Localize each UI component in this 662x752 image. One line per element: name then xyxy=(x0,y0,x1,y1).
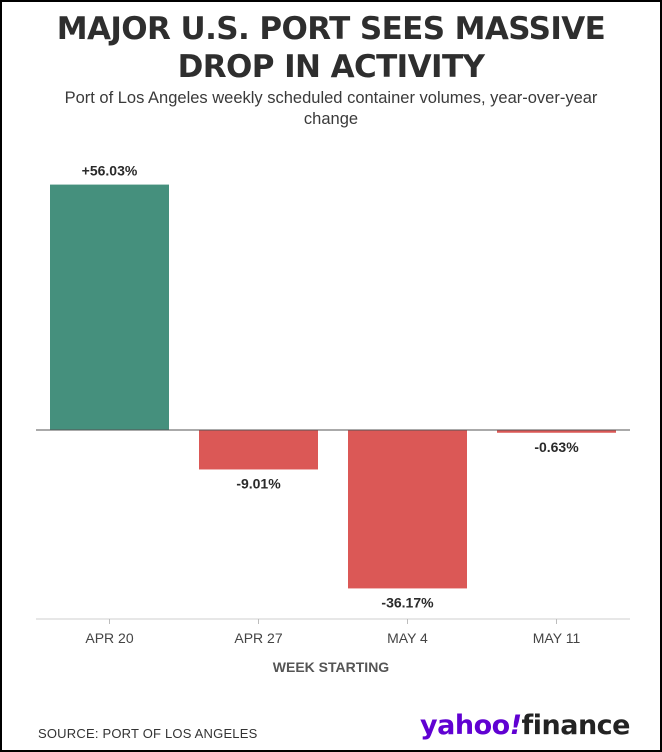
chart-title: MAJOR U.S. PORT SEES MASSIVE DROP IN ACT… xyxy=(2,10,660,86)
tick-label-may-11: MAY 11 xyxy=(533,630,581,646)
x-axis-ticks: APR 20 APR 27 MAY 4 MAY 11 xyxy=(85,619,580,646)
data-labels-group: +56.03% -9.01% -36.17% -0.63% xyxy=(82,163,580,611)
chart-title-line-2: DROP IN ACTIVITY xyxy=(177,49,485,85)
tick-label-apr-20: APR 20 xyxy=(85,630,133,646)
tick-label-apr-27: APR 27 xyxy=(234,630,282,646)
logo-bang-text: ! xyxy=(509,710,522,741)
bar-apr-27 xyxy=(199,430,318,470)
bar-may-11 xyxy=(497,430,616,433)
data-label-apr-27: -9.01% xyxy=(236,475,281,491)
x-axis-label: WEEK STARTING xyxy=(273,659,390,675)
bar-may-4 xyxy=(348,430,467,589)
logo-finance-text: finance xyxy=(521,710,631,741)
source-note: SOURCE: PORT OF LOS ANGELES xyxy=(38,726,258,741)
logo-yahoo-text: yahoo xyxy=(420,710,510,741)
tick-label-may-4: MAY 4 xyxy=(387,630,428,646)
yahoo-finance-logo: yahoo!finance xyxy=(420,710,630,742)
chart-title-line-1: MAJOR U.S. PORT SEES MASSIVE xyxy=(56,11,606,47)
data-label-may-11: -0.63% xyxy=(534,439,579,455)
data-label-apr-20: +56.03% xyxy=(82,163,138,179)
bar-chart: APR 20 APR 27 MAY 4 MAY 11 +56.03% -9.01% -36… xyxy=(36,163,630,675)
bars-group xyxy=(50,184,616,589)
data-label-may-4: -36.17% xyxy=(381,594,434,610)
bar-apr-20 xyxy=(50,184,169,430)
chart-subtitle: Port of Los Angeles weekly scheduled con… xyxy=(64,89,598,128)
